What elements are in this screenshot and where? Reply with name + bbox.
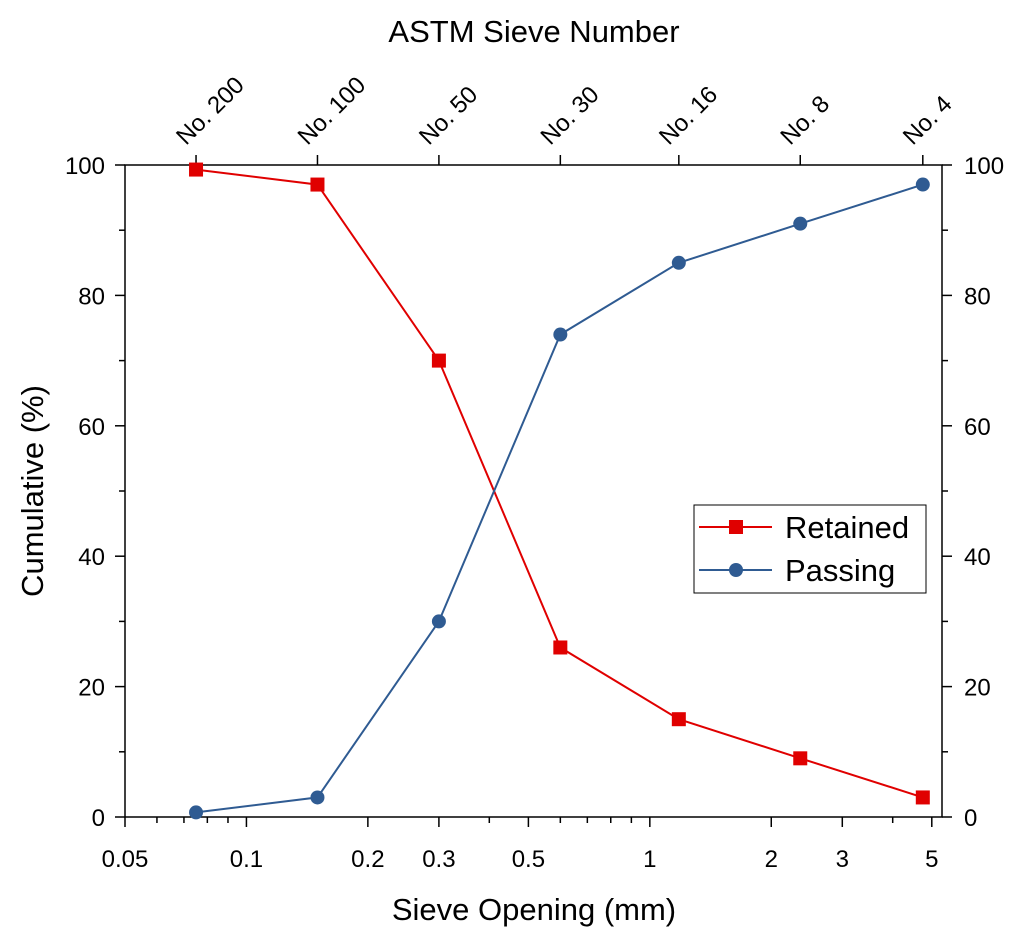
y-tick-label-left: 100 [65, 153, 105, 180]
x-tick-label: 0.1 [230, 846, 263, 873]
y-tick-label-left: 80 [78, 283, 105, 310]
legend-entry-retained: Retained [699, 510, 909, 545]
y-tick-label-right: 60 [964, 414, 991, 441]
sieve-number-label: No. 4 [898, 91, 958, 151]
sieve-number-label: No. 8 [775, 91, 835, 151]
sieve-number-label: No. 16 [654, 81, 723, 150]
data-point-passing [310, 790, 325, 805]
y-tick-label-right: 0 [964, 805, 977, 832]
data-point-passing [553, 327, 568, 342]
y-axis-tick-labels-right: 0 20 40 60 80 100 [964, 153, 1004, 832]
y-tick-label-right: 20 [964, 675, 991, 702]
y-tick-label-left: 20 [78, 675, 105, 702]
data-point-passing [915, 177, 930, 192]
y-tick-label-left: 0 [92, 805, 105, 832]
top-axis-title: ASTM Sieve Number [388, 14, 679, 49]
legend-marker-retained [729, 520, 743, 534]
legend: Retained Passing [693, 504, 927, 594]
legend-marker-passing [729, 563, 743, 577]
data-point-retained [793, 751, 808, 766]
y-tick-label-right: 80 [964, 283, 991, 310]
sieve-number-label: No. 100 [293, 72, 372, 151]
data-point-passing [431, 614, 446, 629]
data-point-retained [553, 640, 568, 655]
x-tick-label: 0.3 [422, 846, 455, 873]
y-axis-tick-labels-left: 0 20 40 60 80 100 [65, 153, 105, 832]
data-point-retained [189, 162, 204, 177]
data-point-retained [310, 177, 325, 192]
series-line-passing [195, 183, 924, 814]
x-tick-label: 0.2 [351, 846, 384, 873]
sieve-number-label: No. 200 [171, 72, 250, 151]
series-layer [189, 162, 930, 820]
y-tick-label-right: 40 [964, 544, 991, 571]
data-point-retained [915, 790, 930, 805]
series-line-retained [195, 168, 924, 799]
axis-ticks [115, 155, 952, 827]
x-axis-tick-labels: 0.05 0.1 0.2 0.3 0.5 1 2 3 5 [102, 846, 939, 873]
x-axis-title: Sieve Opening (mm) [392, 892, 676, 927]
legend-label-passing: Passing [785, 553, 895, 588]
sieve-number-label: No. 30 [535, 81, 604, 150]
x-tick-label: 5 [925, 846, 938, 873]
x-tick-label: 2 [765, 846, 778, 873]
x-tick-label: 0.5 [512, 846, 545, 873]
data-point-passing [671, 255, 686, 270]
data-point-retained [431, 353, 446, 368]
y-tick-label-right: 100 [964, 153, 1004, 180]
x-tick-label: 0.05 [102, 846, 149, 873]
top-axis-labels: No. 200 No. 100 No. 50 No. 30 No. 16 No. 8 No.… [171, 72, 957, 151]
y-axis-title: Cumulative (%) [15, 385, 50, 597]
x-tick-label: 3 [836, 846, 849, 873]
legend-label-retained: Retained [785, 510, 909, 545]
plot-frame [124, 164, 943, 818]
legend-entry-passing: Passing [699, 553, 895, 588]
legend-box [693, 504, 927, 594]
y-tick-label-left: 60 [78, 414, 105, 441]
data-point-retained [671, 712, 686, 727]
data-point-passing [793, 216, 808, 231]
sieve-number-label: No. 50 [414, 81, 483, 150]
x-tick-label: 1 [643, 846, 656, 873]
data-point-passing [189, 805, 204, 820]
y-tick-label-left: 40 [78, 544, 105, 571]
